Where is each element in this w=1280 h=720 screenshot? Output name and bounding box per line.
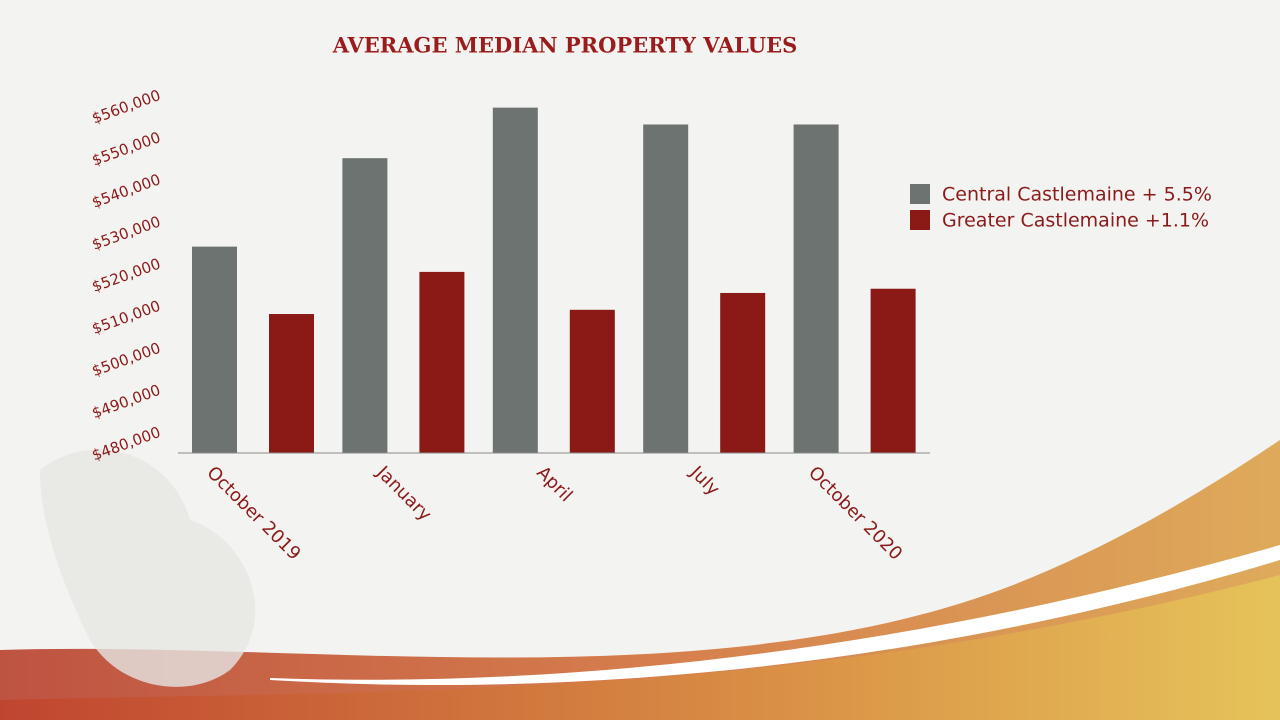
legend-label: Greater Castlemaine +1.1%: [942, 210, 1209, 232]
y-tick-label: $520,000: [89, 255, 162, 296]
bar: [192, 246, 237, 453]
bar: [870, 288, 916, 453]
x-tick-label: January: [372, 462, 436, 526]
legend-swatch: [910, 184, 930, 204]
legend-label: Central Castlemaine + 5.5%: [942, 184, 1212, 206]
y-tick-label: $550,000: [89, 128, 162, 169]
legend-swatch: [910, 210, 930, 230]
y-tick-label: $530,000: [89, 212, 162, 253]
x-tick-label: July: [685, 462, 724, 501]
bar: [419, 271, 465, 453]
x-tick-label: April: [532, 462, 576, 506]
bar: [492, 107, 538, 454]
bar: [720, 292, 766, 453]
bar: [569, 309, 615, 453]
bar: [643, 124, 689, 453]
y-tick-label: $560,000: [89, 86, 162, 127]
bar: [269, 314, 314, 453]
y-tick-label: $540,000: [89, 170, 162, 211]
y-tick-label: $510,000: [89, 297, 162, 338]
bar: [793, 124, 839, 453]
bar: [342, 158, 388, 454]
x-tick-label: October 2020: [804, 462, 906, 564]
chart-title: AVERAGE MEDIAN PROPERTY VALUES: [332, 33, 798, 58]
y-tick-label: $500,000: [89, 339, 162, 380]
y-tick-label: $490,000: [89, 381, 162, 422]
background-decoration: [0, 440, 1280, 720]
plot-area: $480,000$490,000$500,000$510,000$520,000…: [89, 86, 1211, 564]
